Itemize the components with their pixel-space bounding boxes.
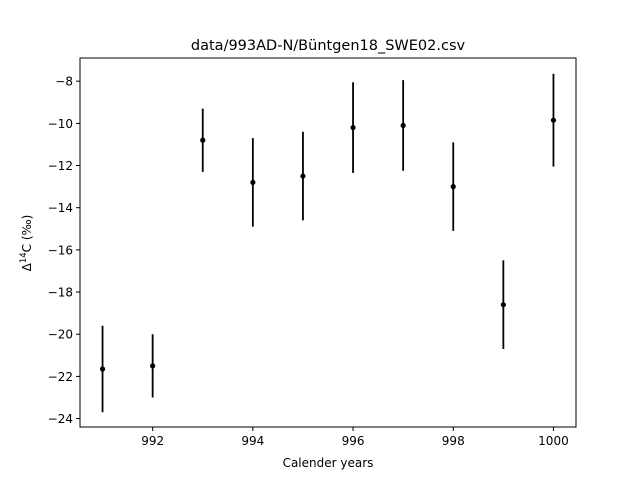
y-tick-label: −18 <box>48 286 73 300</box>
x-tick-label: 998 <box>442 434 465 448</box>
data-series <box>99 73 557 413</box>
x-axis: 992 994 996 998 1000 <box>141 427 569 448</box>
data-point <box>500 302 506 308</box>
data-point <box>300 173 306 179</box>
y-tick-label: −20 <box>48 328 73 342</box>
x-tick-label: 994 <box>241 434 264 448</box>
chart-title: data/993AD-N/Büntgen18_SWE02.csv <box>191 38 466 54</box>
data-point <box>550 117 557 123</box>
y-axis-label-prefix: Δ <box>20 262 34 271</box>
y-tick-label: −12 <box>48 159 73 173</box>
y-tick-label: −8 <box>55 75 73 89</box>
x-axis-label: Calender years <box>283 456 374 470</box>
y-axis-label: Δ14C (‰) <box>19 215 34 272</box>
y-tick-label: −24 <box>48 412 73 426</box>
data-point <box>450 184 456 190</box>
data-point <box>200 137 206 143</box>
y-tick-label: −16 <box>48 243 73 257</box>
y-axis-label-superscript: 14 <box>19 252 29 263</box>
x-tick-label: 996 <box>342 434 365 448</box>
data-point <box>250 179 256 186</box>
data-point <box>150 363 156 369</box>
data-point <box>400 122 406 129</box>
y-tick-label: −10 <box>48 117 73 131</box>
data-point <box>350 124 356 131</box>
data-point <box>99 366 106 372</box>
y-tick-label: −22 <box>48 370 73 384</box>
plot-frame <box>79 57 577 428</box>
x-tick-label: 992 <box>141 434 164 448</box>
x-tick-label: 1000 <box>538 434 569 448</box>
y-axis-label-suffix: C (‰) <box>20 215 34 253</box>
y-tick-label: −14 <box>48 201 73 215</box>
y-axis: −24 −22 −20 −18 −16 −14 −12 −10 −8 <box>48 75 80 426</box>
